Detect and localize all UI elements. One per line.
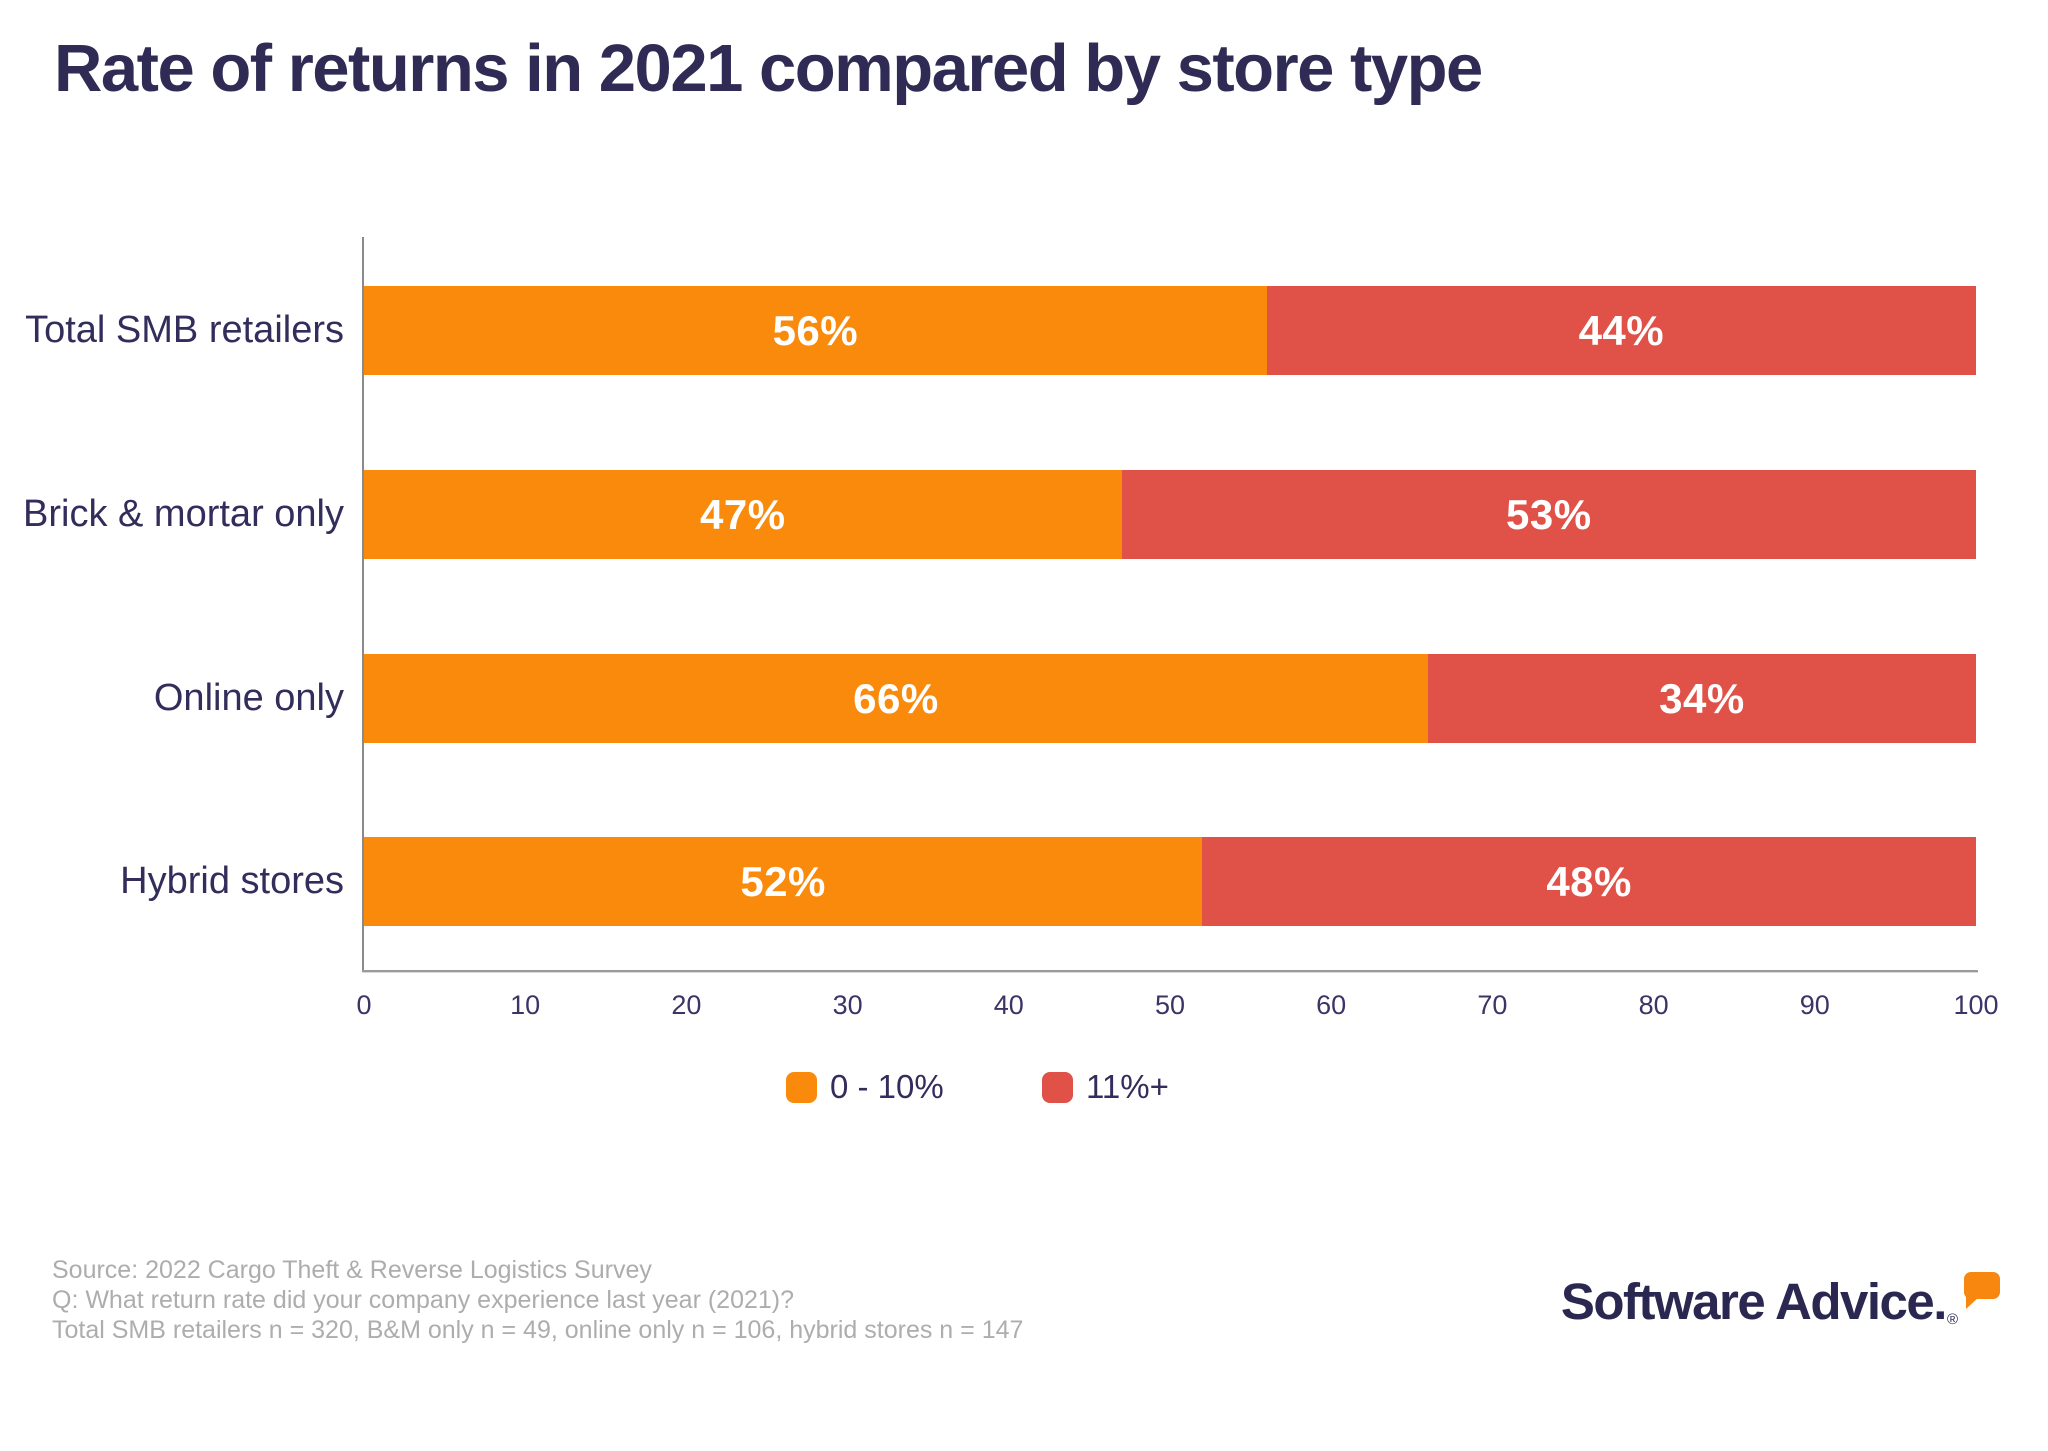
x-axis-tick-label: 10 bbox=[510, 990, 541, 1020]
x-axis-tick-label: 40 bbox=[993, 990, 1024, 1020]
legend-item-0-10: 0 - 10% bbox=[786, 1068, 944, 1106]
stacked-bar: 66% 34% bbox=[364, 654, 1976, 743]
bar-value-label: 47% bbox=[700, 490, 786, 538]
stacked-bar: 52% 48% bbox=[364, 837, 1976, 926]
legend-swatch-0-10-icon bbox=[786, 1071, 817, 1103]
source-line: Source: 2022 Cargo Theft & Reverse Logis… bbox=[52, 1256, 652, 1284]
source-note: Source: 2022 Cargo Theft & Reverse Logis… bbox=[52, 1255, 1023, 1345]
speech-bubble-icon bbox=[1964, 1272, 2000, 1309]
bar-value-label: 48% bbox=[1546, 857, 1632, 905]
category-label: Online only bbox=[153, 677, 344, 719]
bar-segment: 47% bbox=[364, 470, 1122, 559]
stacked-bar: 47% 53% bbox=[364, 470, 1976, 559]
bar-value-label: 52% bbox=[740, 857, 826, 905]
legend-label-11plus: 11%+ bbox=[1086, 1068, 1169, 1105]
bar-segment: 66% bbox=[364, 654, 1428, 743]
question-line: Q: What return rate did your company exp… bbox=[52, 1286, 795, 1314]
bar-row: Online only 66% 34% bbox=[0, 654, 2048, 743]
bar-value-label: 66% bbox=[853, 674, 939, 722]
y-axis-line bbox=[362, 237, 364, 971]
chart-title: Rate of returns in 2021 compared by stor… bbox=[54, 31, 1483, 106]
legend-item-11plus: 11%+ bbox=[1042, 1068, 1169, 1106]
legend-label-0-10: 0 - 10% bbox=[830, 1068, 944, 1105]
category-label: Hybrid stores bbox=[120, 860, 344, 902]
x-axis-tick-label: 70 bbox=[1477, 990, 1508, 1020]
x-axis-ticks: 0 10 20 30 40 50 60 70 80 90 100 bbox=[356, 990, 1998, 1030]
software-advice-logo: Software Advice. ® bbox=[1560, 1272, 2000, 1330]
bar-segment: 34% bbox=[1427, 654, 1976, 743]
bar-segment: 44% bbox=[1266, 286, 1976, 375]
bar-segment: 48% bbox=[1202, 837, 1976, 926]
registered-trademark-symbol: ® bbox=[1946, 1311, 1958, 1328]
x-axis-tick-label: 0 bbox=[356, 990, 372, 1020]
sample-size-line: Total SMB retailers n = 320, B&M only n … bbox=[52, 1316, 1024, 1344]
x-axis-tick-label: 50 bbox=[1154, 990, 1186, 1020]
logo-wordmark: Software Advice. bbox=[1560, 1273, 1948, 1330]
legend-swatch-11plus-icon bbox=[1042, 1071, 1073, 1103]
bar-segment: 52% bbox=[364, 837, 1203, 926]
bar-value-label: 34% bbox=[1659, 674, 1745, 722]
bar-row: Brick & mortar only 47% 53% bbox=[0, 470, 2048, 559]
bar-value-label: 53% bbox=[1506, 490, 1592, 538]
bar-row: Total SMB retailers 56% 44% bbox=[0, 286, 2048, 375]
category-label: Brick & mortar only bbox=[23, 493, 344, 535]
x-axis-tick-label: 60 bbox=[1316, 990, 1347, 1020]
bar-row: Hybrid stores 52% 48% bbox=[0, 837, 2048, 926]
category-label: Total SMB retailers bbox=[25, 309, 344, 351]
x-axis-tick-label: 30 bbox=[832, 990, 863, 1020]
x-axis-tick-label: 20 bbox=[671, 990, 702, 1020]
bar-value-label: 56% bbox=[772, 306, 859, 354]
x-axis-tick-label: 80 bbox=[1638, 990, 1669, 1020]
x-axis-tick-label: 90 bbox=[1799, 990, 1830, 1020]
x-axis-line bbox=[362, 970, 1978, 973]
stacked-bar: 56% 44% bbox=[364, 286, 1976, 375]
bar-segment: 56% bbox=[364, 286, 1267, 375]
x-axis-tick-label: 100 bbox=[1953, 990, 1999, 1020]
bar-value-label: 44% bbox=[1578, 306, 1665, 354]
bar-segment: 53% bbox=[1121, 470, 1976, 559]
